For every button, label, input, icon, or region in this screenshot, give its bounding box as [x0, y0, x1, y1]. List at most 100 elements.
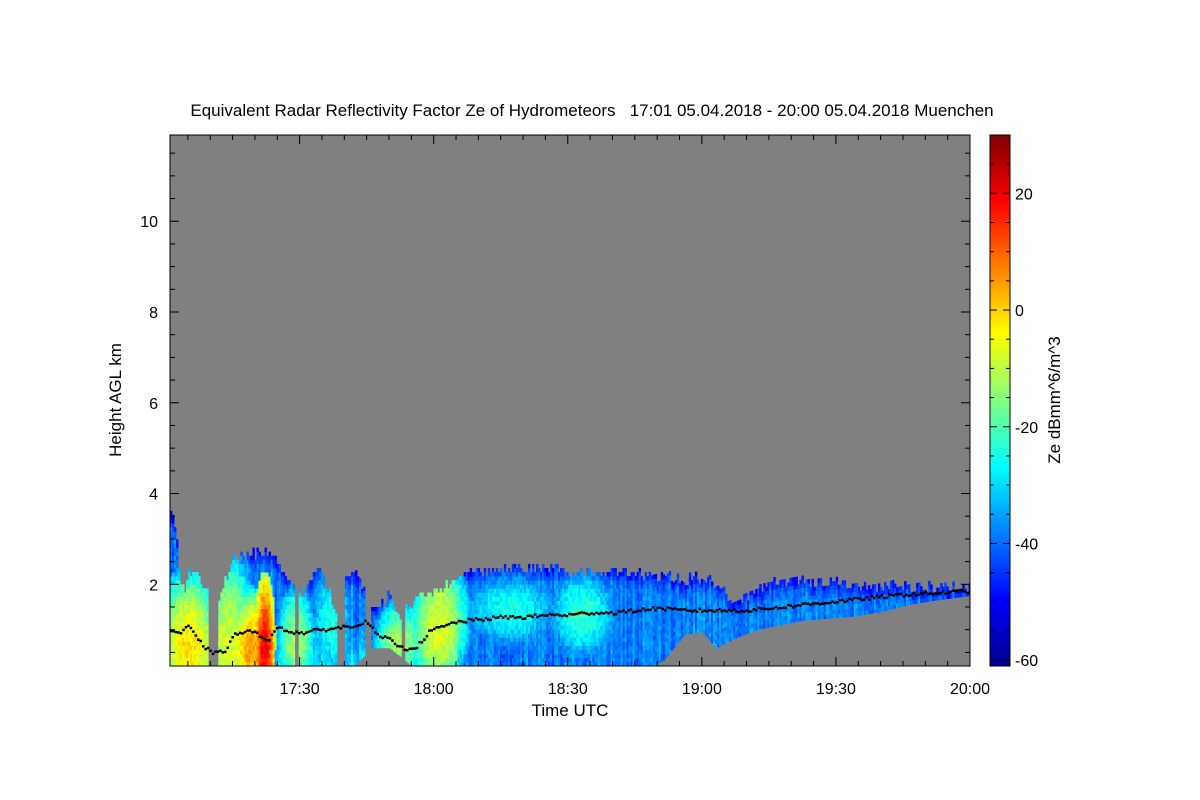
reflectivity-cell [306, 653, 310, 659]
reflectivity-cell [662, 631, 666, 636]
reflectivity-cell [324, 616, 328, 622]
reflectivity-cell [260, 637, 263, 642]
reflectivity-cell [544, 580, 547, 585]
reflectivity-cell [435, 657, 438, 663]
reflectivity-cell [425, 645, 428, 651]
reflectivity-cell [284, 600, 288, 606]
reflectivity-cell [483, 600, 487, 606]
reflectivity-cell [465, 572, 469, 577]
reflectivity-cell [375, 619, 378, 624]
reflectivity-cell [642, 612, 646, 618]
reflectivity-cell [598, 625, 601, 630]
reflectivity-cell [523, 621, 527, 626]
reflectivity-cell [552, 629, 555, 634]
reflectivity-cell [320, 584, 324, 589]
reflectivity-cell [530, 576, 533, 581]
reflectivity-cell [562, 645, 565, 651]
reflectivity-cell [316, 629, 320, 634]
reflectivity-cell [190, 616, 193, 622]
reflectivity-cell [658, 637, 662, 643]
reflectivity-cell [304, 621, 308, 626]
reflectivity-cell [266, 629, 269, 634]
reflectivity-cell [230, 625, 233, 630]
reflectivity-cell [192, 657, 195, 663]
reflectivity-cell [576, 604, 579, 610]
reflectivity-cell [174, 641, 177, 646]
reflectivity-cell [357, 588, 360, 594]
reflectivity-cell [280, 657, 284, 663]
reflectivity-cell [644, 649, 648, 655]
reflectivity-cell [503, 616, 507, 622]
reflectivity-cell [473, 588, 477, 593]
reflectivity-cell [308, 649, 312, 655]
reflectivity-cell [602, 629, 605, 634]
reflectivity-cell [648, 584, 652, 589]
reflectivity-cell [274, 576, 277, 581]
reflectivity-cell [654, 622, 658, 628]
reflectivity-cell [556, 592, 559, 597]
reflectivity-cell [318, 608, 322, 614]
reflectivity-cell [604, 604, 607, 610]
reflectivity-cell [574, 641, 577, 646]
reflectivity-cell [457, 584, 461, 589]
reflectivity-cell [483, 625, 487, 630]
reflectivity-cell [371, 639, 374, 645]
reflectivity-cell [475, 588, 479, 593]
reflectivity-cell [206, 588, 209, 593]
reflectivity-cell [644, 600, 648, 606]
reflectivity-cell [658, 658, 662, 663]
reflectivity-cell [176, 551, 179, 557]
reflectivity-cell [258, 649, 261, 655]
reflectivity-cell [588, 600, 591, 606]
reflectivity-cell [405, 652, 408, 658]
reflectivity-cell [596, 661, 599, 666]
reflectivity-cell [415, 612, 418, 618]
reflectivity-cell [170, 543, 173, 548]
reflectivity-cell [638, 649, 642, 655]
reflectivity-cell [240, 596, 243, 602]
reflectivity-cell [415, 604, 418, 610]
reflectivity-cell [409, 611, 412, 616]
reflectivity-cell [306, 633, 310, 638]
reflectivity-cell [306, 616, 310, 622]
reflectivity-cell [590, 600, 593, 606]
reflectivity-cell [503, 567, 507, 573]
reflectivity-cell [638, 572, 642, 577]
reflectivity-cell [586, 612, 589, 618]
reflectivity-cell [628, 584, 631, 589]
reflectivity-cell [274, 645, 277, 651]
reflectivity-cell [242, 596, 245, 602]
reflectivity-cell [471, 596, 475, 602]
reflectivity-cell [272, 588, 275, 593]
reflectivity-cell [491, 616, 495, 622]
reflectivity-cell [194, 612, 197, 618]
reflectivity-cell [192, 645, 195, 651]
reflectivity-cell [491, 584, 495, 589]
reflectivity-cell [174, 608, 177, 614]
reflectivity-cell [642, 625, 646, 630]
reflectivity-cell [570, 661, 573, 666]
reflectivity-cell [465, 637, 469, 642]
reflectivity-cell [282, 641, 286, 646]
reflectivity-cell [499, 653, 503, 659]
reflectivity-cell [600, 596, 603, 602]
reflectivity-cell [407, 642, 410, 647]
reflectivity-cell [274, 563, 277, 569]
reflectivity-cell [501, 625, 505, 630]
reflectivity-cell [634, 596, 637, 602]
reflectivity-cell [463, 641, 467, 646]
reflectivity-cell [517, 629, 521, 634]
reflectivity-cell [256, 653, 259, 659]
reflectivity-cell [248, 592, 251, 597]
reflectivity-cell [198, 625, 201, 630]
reflectivity-cell [170, 514, 173, 520]
reflectivity-cell [308, 637, 312, 642]
reflectivity-cell [260, 661, 263, 666]
reflectivity-cell [264, 547, 267, 553]
reflectivity-cell [320, 633, 324, 638]
reflectivity-cell [608, 580, 611, 585]
reflectivity-cell [184, 621, 187, 626]
reflectivity-cell [636, 645, 639, 651]
reflectivity-cell [236, 563, 239, 569]
reflectivity-cell [228, 588, 231, 593]
